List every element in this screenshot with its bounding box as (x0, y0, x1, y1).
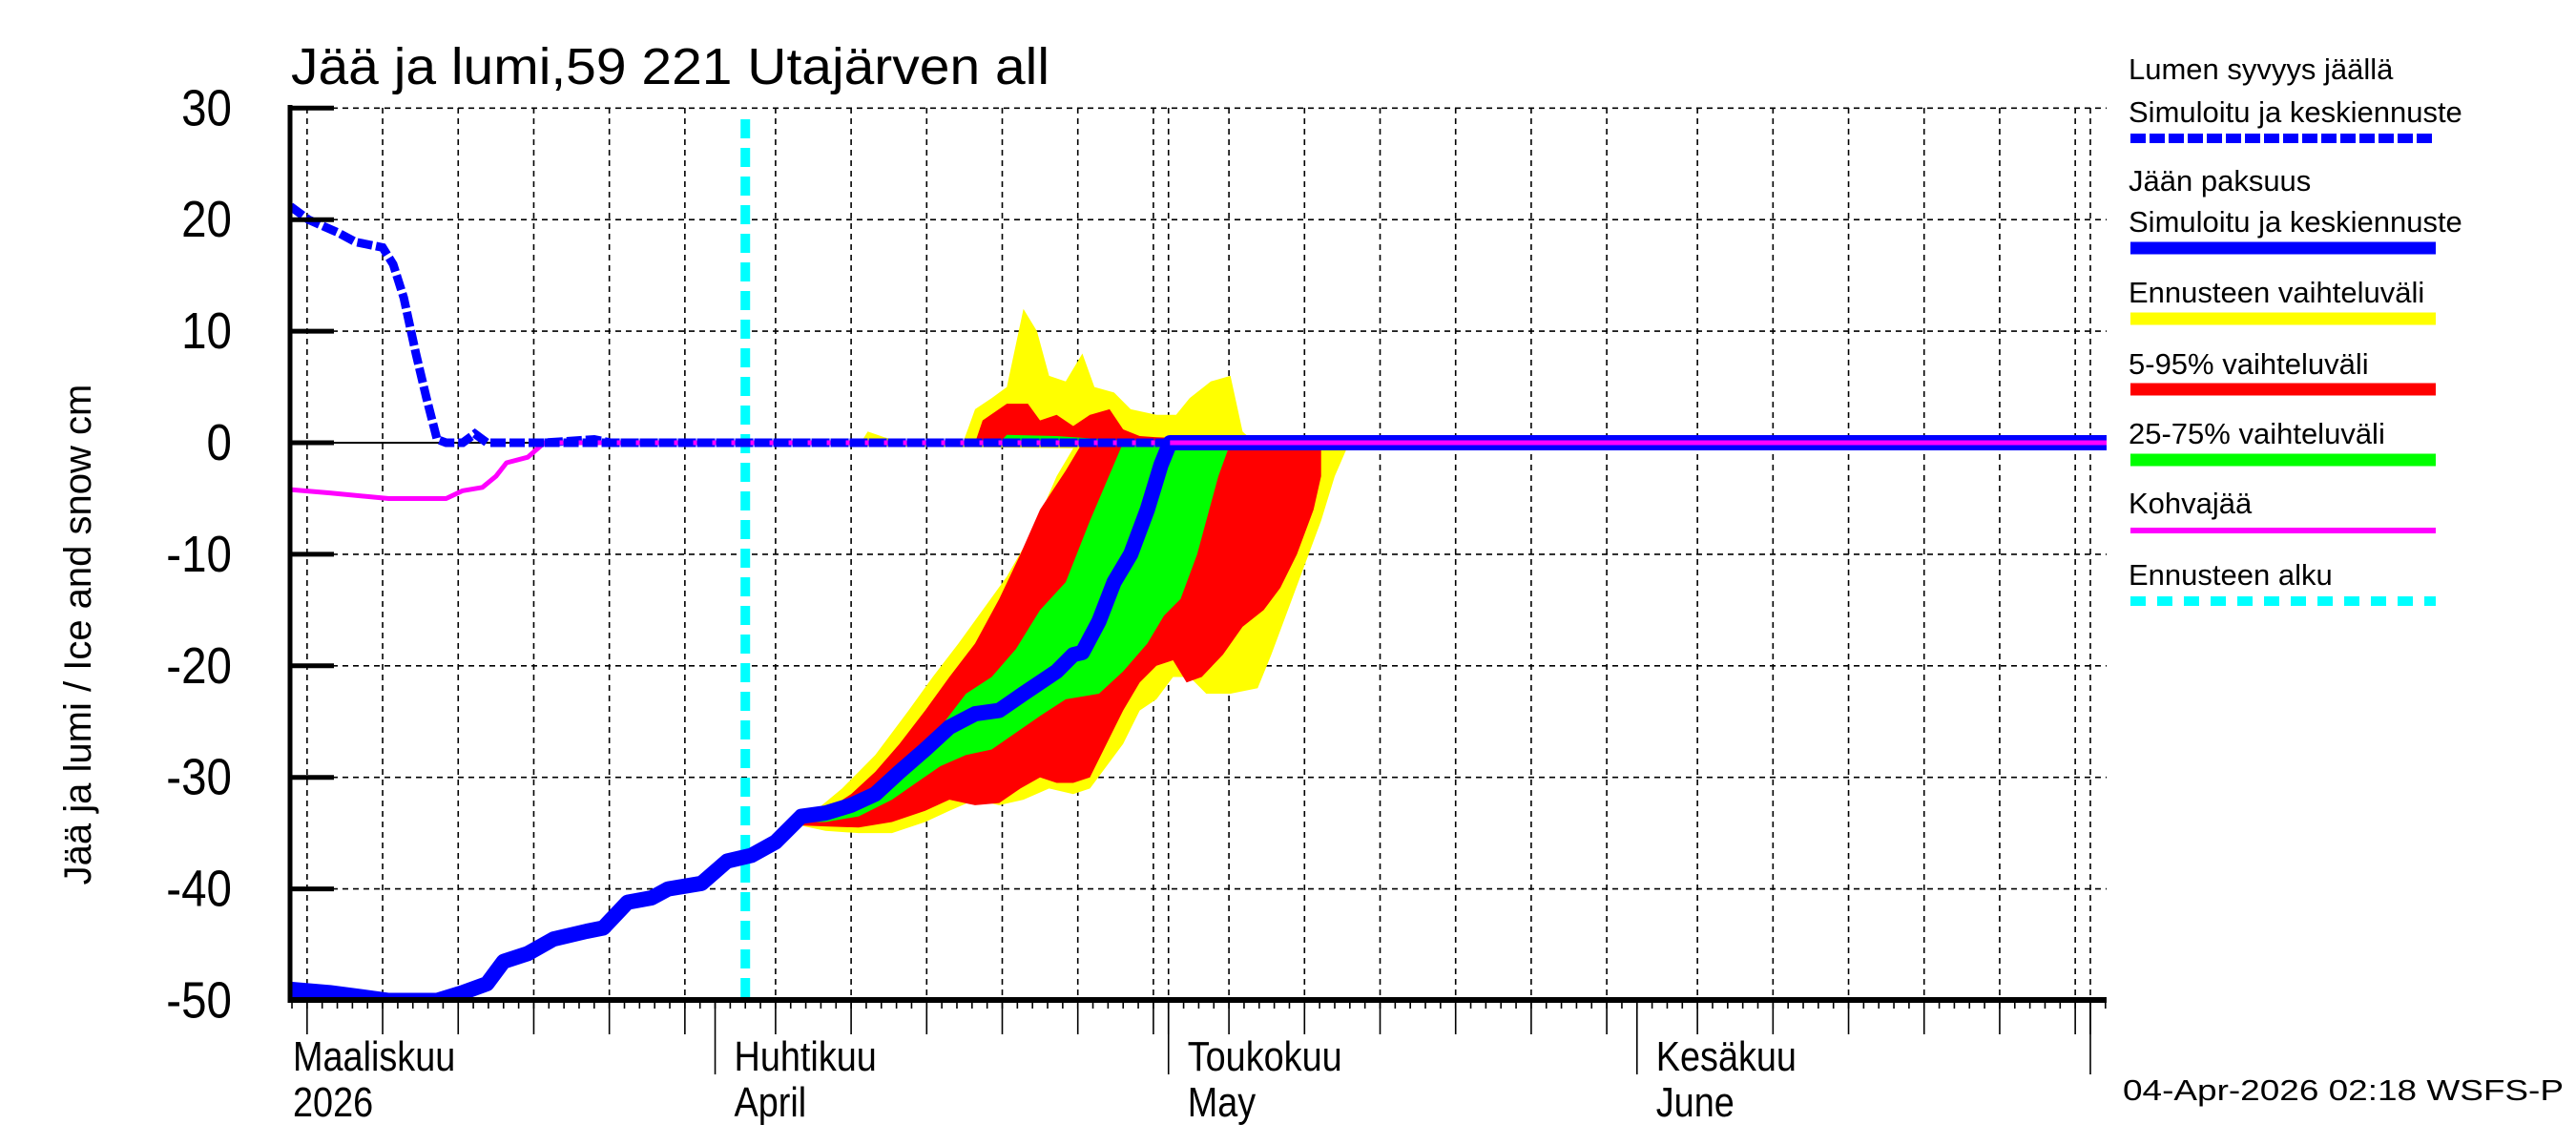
x-month-label: Huhtikuu (735, 1032, 877, 1079)
axes (287, 105, 2107, 1074)
ice-thickness-line (290, 435, 2107, 1000)
legend-label: Jään paksuus (2129, 164, 2311, 198)
y-axis-label: Jää ja lumi / Ice and snow cm (57, 385, 99, 885)
legend-label: Simuloitu ja keskiennuste (2129, 205, 2462, 239)
y-tick-labels: 30 20 10 0 -10 -20 -30 -40 -50 (166, 78, 232, 1029)
y-tick-label: -20 (166, 636, 232, 695)
y-tick-label: 20 (181, 190, 232, 248)
x-month-sublabel: 2026 (293, 1078, 373, 1125)
legend-label: Ennusteen vaihteluväli (2129, 276, 2424, 309)
legend: Lumen syvyys jäällä Simuloitu ja keskienn… (2129, 52, 2462, 606)
y-tick-label: -40 (166, 860, 232, 918)
chart-title: Jää ja lumi,59 221 Utajärven all (291, 38, 1049, 95)
x-month-label: Kesäkuu (1656, 1032, 1797, 1079)
x-month-sublabel: April (735, 1078, 807, 1125)
band-25-75-vaihteluv-li (800, 434, 1231, 822)
legend-item: Kohvajää (2129, 487, 2436, 533)
legend-item: Jään paksuus Simuloitu ja keskiennuste (2129, 164, 2462, 255)
x-month-label: Toukokuu (1188, 1032, 1342, 1079)
x-month-sublabel: June (1656, 1078, 1735, 1125)
legend-label: 5-95% vaihteluväli (2129, 347, 2369, 381)
legend-item: 25-75% vaihteluväli (2129, 417, 2436, 467)
legend-item: Lumen syvyys jäällä Simuloitu ja keskienn… (2129, 52, 2462, 143)
legend-label: Simuloitu ja keskiennuste (2129, 95, 2462, 129)
y-tick-label: 0 (207, 413, 232, 471)
legend-label: Ennusteen alku (2129, 558, 2333, 592)
y-tick-label: -30 (166, 748, 232, 806)
kohvajaa-line (290, 440, 2107, 501)
legend-label: 25-75% vaihteluväli (2129, 417, 2385, 450)
legend-label: Lumen syvyys jäällä (2129, 52, 2394, 86)
legend-item: 5-95% vaihteluväli (2129, 347, 2436, 396)
y-tick-label: -10 (166, 525, 232, 583)
x-month-sublabel: May (1188, 1078, 1257, 1125)
x-month-label: Maaliskuu (293, 1032, 455, 1079)
legend-item: Ennusteen alku (2129, 558, 2436, 606)
y-tick-label: 10 (181, 302, 232, 360)
footer-timestamp: 04-Apr-2026 02:18 WSFS-P (2123, 1073, 2564, 1107)
legend-label: Kohvajää (2129, 487, 2253, 520)
data-series (290, 119, 2107, 1000)
legend-item: Ennusteen vaihteluväli (2129, 276, 2436, 325)
y-tick-label: -50 (166, 971, 232, 1030)
y-tick-label: 30 (181, 78, 232, 136)
